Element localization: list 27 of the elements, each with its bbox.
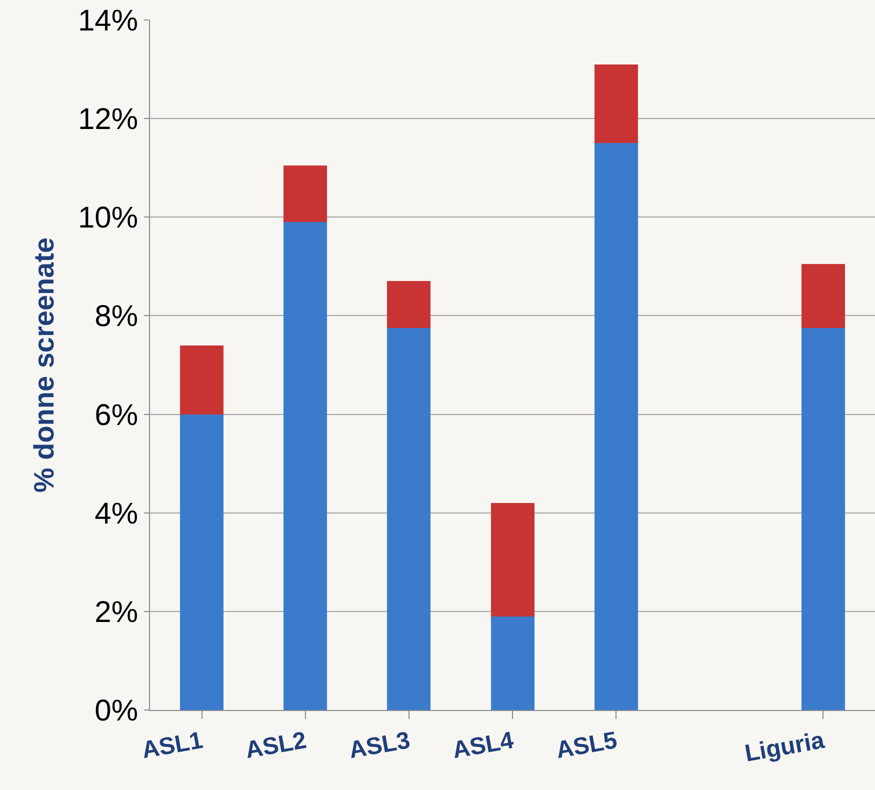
bar <box>180 414 224 710</box>
x-tick-label: ASL1 <box>140 726 205 764</box>
bar <box>594 143 638 710</box>
y-tick-label: 2% <box>94 596 138 629</box>
y-tick-label: 6% <box>94 398 138 432</box>
y-tick-label: 0% <box>94 694 138 728</box>
y-tick-label: 10% <box>78 202 138 235</box>
x-tick-label: ASL5 <box>554 726 620 764</box>
x-tick-label: Liguria <box>742 726 827 768</box>
y-tick-label: 8% <box>94 300 138 334</box>
bar <box>490 616 534 710</box>
x-tick-label: ASL4 <box>450 726 516 764</box>
bar <box>387 281 431 328</box>
y-tick-label: 14% <box>78 4 138 38</box>
y-axis-title: % donne screenate <box>28 237 60 493</box>
y-tick-label: 12% <box>78 103 138 136</box>
bar <box>387 328 431 710</box>
y-tick-label: 4% <box>94 497 138 530</box>
bar <box>490 503 534 616</box>
bar <box>284 165 328 222</box>
x-tick-label: ASL2 <box>243 726 308 764</box>
bar <box>594 64 638 144</box>
bar <box>180 345 224 414</box>
bar <box>801 328 845 710</box>
bar <box>801 264 845 328</box>
bar <box>284 222 328 710</box>
x-tick-label: ASL3 <box>346 726 412 764</box>
